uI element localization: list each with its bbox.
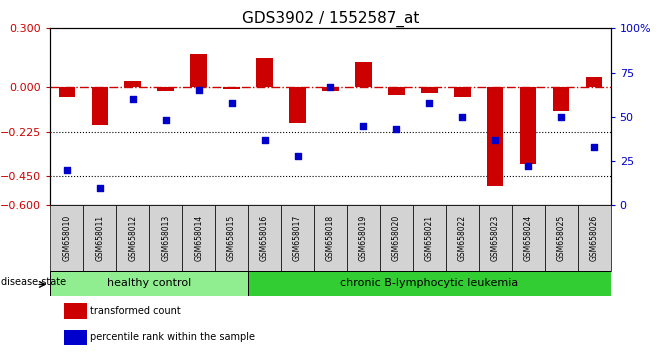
Bar xyxy=(64,330,87,345)
Text: percentile rank within the sample: percentile rank within the sample xyxy=(90,332,255,342)
Text: GSM658022: GSM658022 xyxy=(458,215,467,261)
Bar xyxy=(289,87,306,123)
Point xyxy=(193,87,204,93)
Point xyxy=(325,84,336,90)
Text: GSM658013: GSM658013 xyxy=(161,215,170,261)
Text: GSM658017: GSM658017 xyxy=(293,215,302,261)
Bar xyxy=(50,271,248,296)
Bar xyxy=(421,87,437,93)
Bar xyxy=(586,78,603,87)
Bar xyxy=(58,87,75,97)
Bar xyxy=(248,271,611,296)
Bar xyxy=(91,87,108,125)
Point xyxy=(523,164,533,169)
Bar xyxy=(314,205,347,271)
Text: GSM658024: GSM658024 xyxy=(523,215,533,261)
Point xyxy=(259,137,270,143)
Point xyxy=(226,100,237,105)
Bar xyxy=(388,87,405,95)
Text: GSM658011: GSM658011 xyxy=(95,215,104,261)
Text: GSM658021: GSM658021 xyxy=(425,215,434,261)
Bar xyxy=(64,303,87,319)
Point xyxy=(424,100,435,105)
Bar xyxy=(545,205,578,271)
Text: GSM658023: GSM658023 xyxy=(491,215,500,261)
Bar xyxy=(413,205,446,271)
Text: disease state: disease state xyxy=(1,277,66,287)
Bar xyxy=(281,205,314,271)
Bar xyxy=(182,205,215,271)
Bar xyxy=(512,205,545,271)
Point xyxy=(95,185,105,190)
Text: GSM658015: GSM658015 xyxy=(227,215,236,261)
Text: GSM658016: GSM658016 xyxy=(260,215,269,261)
Text: GSM658014: GSM658014 xyxy=(194,215,203,261)
Text: GSM658026: GSM658026 xyxy=(590,215,599,261)
Bar xyxy=(487,87,503,185)
Text: GSM658018: GSM658018 xyxy=(326,215,335,261)
Bar xyxy=(125,81,141,87)
Point xyxy=(127,96,138,102)
Point xyxy=(457,114,468,120)
Bar xyxy=(347,205,380,271)
Bar xyxy=(479,205,512,271)
Point xyxy=(358,123,369,129)
Bar xyxy=(380,205,413,271)
Text: GSM658010: GSM658010 xyxy=(62,215,71,261)
Point xyxy=(292,153,303,159)
Point xyxy=(391,126,402,132)
Point xyxy=(588,144,599,150)
Bar xyxy=(446,205,479,271)
Bar xyxy=(322,87,339,91)
Bar xyxy=(256,58,273,87)
Bar xyxy=(83,205,116,271)
Bar xyxy=(116,205,149,271)
Text: GSM658020: GSM658020 xyxy=(392,215,401,261)
Bar xyxy=(149,205,182,271)
Text: chronic B-lymphocytic leukemia: chronic B-lymphocytic leukemia xyxy=(340,278,519,288)
Text: GSM658012: GSM658012 xyxy=(128,215,138,261)
Bar xyxy=(578,205,611,271)
Point xyxy=(62,167,72,173)
Bar xyxy=(215,205,248,271)
Point xyxy=(490,137,501,143)
Bar xyxy=(191,54,207,87)
Bar xyxy=(553,87,570,111)
Bar xyxy=(355,62,372,87)
Bar xyxy=(50,205,83,271)
Text: GSM658019: GSM658019 xyxy=(359,215,368,261)
Point xyxy=(160,118,171,123)
Bar xyxy=(158,87,174,91)
Text: GSM658025: GSM658025 xyxy=(557,215,566,261)
Bar xyxy=(520,87,536,164)
Bar xyxy=(454,87,470,97)
Text: transformed count: transformed count xyxy=(90,306,180,316)
Bar xyxy=(223,87,240,89)
Bar xyxy=(248,205,281,271)
Title: GDS3902 / 1552587_at: GDS3902 / 1552587_at xyxy=(242,11,419,27)
Point xyxy=(556,114,566,120)
Text: healthy control: healthy control xyxy=(107,278,191,288)
